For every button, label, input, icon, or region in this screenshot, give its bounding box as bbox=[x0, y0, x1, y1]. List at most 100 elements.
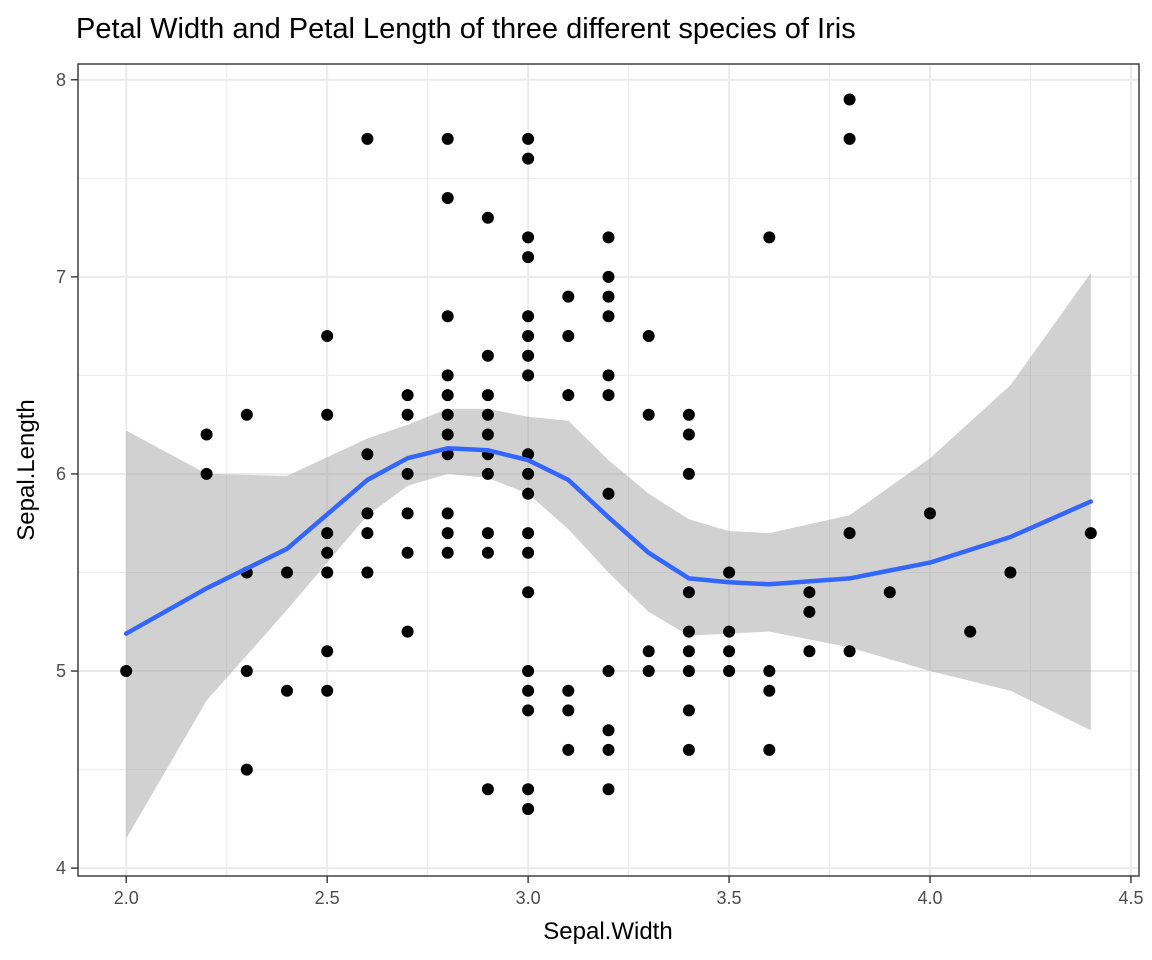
y-tick-label: 7 bbox=[56, 267, 66, 287]
data-point bbox=[522, 527, 535, 540]
data-point bbox=[481, 211, 494, 224]
data-point bbox=[723, 645, 736, 658]
data-point bbox=[481, 783, 494, 796]
data-point bbox=[562, 330, 575, 342]
data-point bbox=[481, 389, 494, 402]
data-point bbox=[522, 152, 535, 165]
data-point bbox=[321, 566, 334, 579]
data-point bbox=[602, 270, 615, 283]
data-point bbox=[441, 310, 454, 323]
data-point bbox=[200, 428, 213, 441]
data-point bbox=[682, 704, 695, 717]
data-point bbox=[642, 645, 655, 658]
data-point bbox=[682, 428, 695, 441]
data-point bbox=[843, 132, 856, 145]
x-tick-label: 2.5 bbox=[315, 888, 340, 908]
data-point bbox=[321, 546, 334, 559]
data-point bbox=[401, 467, 414, 480]
data-point bbox=[723, 566, 736, 579]
data-point bbox=[682, 408, 695, 421]
data-point bbox=[602, 665, 615, 677]
data-point bbox=[522, 803, 535, 815]
data-point bbox=[682, 586, 695, 599]
x-tick-label: 4.5 bbox=[1118, 888, 1143, 908]
data-point bbox=[120, 665, 133, 677]
x-axis-ticks: 2.0 2.5 3.0 3.5 4.0 4.5 bbox=[114, 876, 1143, 908]
data-point bbox=[602, 487, 615, 500]
data-point bbox=[481, 467, 494, 480]
data-point bbox=[562, 290, 575, 303]
data-point bbox=[522, 369, 535, 382]
x-tick-label: 2.0 bbox=[114, 888, 139, 908]
data-point bbox=[200, 467, 213, 480]
data-point bbox=[361, 507, 374, 520]
data-point bbox=[481, 546, 494, 559]
data-point bbox=[481, 349, 494, 362]
y-axis-title: Sepal.Length bbox=[13, 399, 40, 540]
data-point bbox=[562, 684, 575, 697]
y-tick-label: 5 bbox=[56, 661, 66, 681]
y-tick-label: 8 bbox=[56, 70, 66, 90]
data-point bbox=[281, 684, 293, 697]
x-axis-title: Sepal.Width bbox=[543, 918, 672, 945]
data-point bbox=[361, 566, 374, 579]
data-point bbox=[441, 369, 454, 382]
data-point bbox=[964, 625, 977, 638]
data-point bbox=[602, 290, 615, 303]
confidence-band bbox=[126, 272, 1091, 839]
data-point bbox=[240, 763, 253, 776]
data-point bbox=[642, 665, 655, 677]
data-point bbox=[522, 349, 535, 362]
data-point bbox=[522, 783, 535, 796]
data-point bbox=[401, 507, 414, 520]
x-tick-label: 3.0 bbox=[516, 888, 541, 908]
data-point bbox=[522, 310, 535, 323]
data-point bbox=[401, 389, 414, 402]
y-tick-label: 4 bbox=[56, 858, 66, 878]
data-point bbox=[441, 132, 454, 145]
data-point bbox=[240, 408, 253, 421]
data-point bbox=[682, 467, 695, 480]
data-point bbox=[763, 743, 776, 756]
data-point bbox=[843, 527, 856, 540]
data-point bbox=[401, 408, 414, 421]
data-point bbox=[1004, 566, 1017, 579]
data-point bbox=[562, 743, 575, 756]
data-point bbox=[401, 546, 414, 559]
data-point bbox=[642, 330, 655, 342]
data-point bbox=[321, 527, 334, 540]
data-point bbox=[240, 665, 253, 677]
data-point bbox=[602, 231, 615, 244]
data-point bbox=[843, 645, 856, 658]
data-point bbox=[441, 507, 454, 520]
data-point bbox=[321, 330, 334, 342]
data-point bbox=[361, 132, 374, 145]
data-point bbox=[763, 665, 776, 677]
data-point bbox=[321, 408, 334, 421]
data-point bbox=[602, 310, 615, 323]
data-point bbox=[602, 783, 615, 796]
data-point bbox=[723, 625, 736, 638]
smooth-line-layer bbox=[123, 446, 1094, 636]
y-tick-label: 6 bbox=[56, 464, 66, 484]
data-point bbox=[763, 684, 776, 697]
data-point bbox=[803, 605, 816, 618]
data-point bbox=[562, 704, 575, 717]
data-point bbox=[803, 645, 816, 658]
data-point bbox=[522, 546, 535, 559]
x-tick-label: 3.5 bbox=[717, 888, 742, 908]
data-point bbox=[1084, 527, 1097, 540]
data-point bbox=[522, 132, 535, 145]
data-point bbox=[522, 586, 535, 599]
data-point bbox=[441, 527, 454, 540]
data-point bbox=[481, 428, 494, 441]
data-point bbox=[281, 566, 293, 579]
smooth-line bbox=[123, 446, 1094, 636]
data-point bbox=[642, 408, 655, 421]
data-point bbox=[522, 231, 535, 244]
data-point bbox=[321, 645, 334, 658]
data-point bbox=[361, 527, 374, 540]
data-point bbox=[441, 408, 454, 421]
data-point bbox=[843, 93, 856, 106]
